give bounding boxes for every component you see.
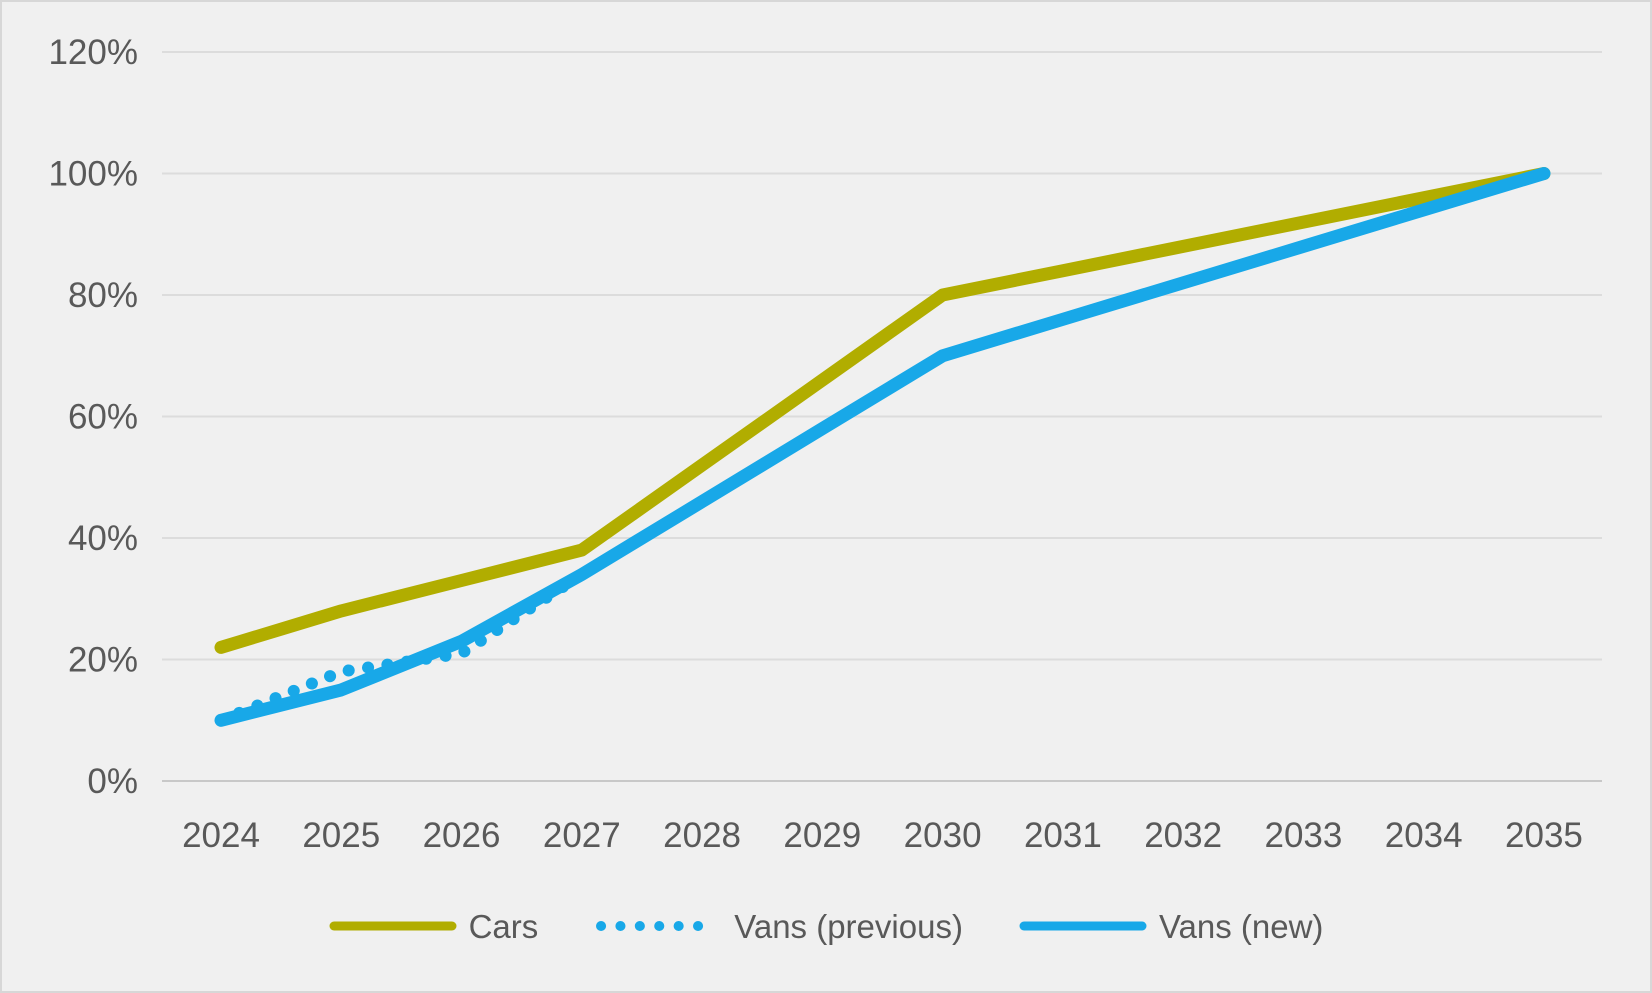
cars-solid-line-icon (329, 921, 457, 931)
legend-item-vans-new: Vans (new) (1019, 910, 1323, 943)
series-line-vans-previous (215, 167, 1550, 727)
x-tick-label: 2031 (1024, 816, 1102, 855)
vans-new-solid-line-icon (1019, 921, 1147, 931)
x-tick-label: 2029 (783, 816, 861, 855)
chart-legend: Cars Vans (previous) Vans (new) (2, 900, 1650, 952)
x-tick-label: 2028 (663, 816, 741, 855)
vans-previous-dotted-line-icon (596, 921, 723, 931)
x-axis-labels: 2024 2025 2026 2027 2028 2029 2030 2031 2032 2033… (182, 816, 1583, 855)
series-line-cars (214, 167, 1551, 654)
legend-label-cars: Cars (468, 907, 539, 945)
y-tick-label: 20% (68, 641, 138, 680)
y-tick-label: 120% (48, 33, 138, 72)
series-line-vans-new (214, 167, 1551, 727)
x-tick-label: 2026 (423, 816, 501, 855)
x-tick-label: 2025 (302, 816, 380, 855)
x-tick-label: 2030 (904, 816, 982, 855)
x-tick-label: 2024 (182, 816, 260, 855)
y-tick-label: 0% (87, 762, 138, 801)
y-tick-label: 80% (68, 276, 138, 315)
x-tick-label: 2032 (1144, 816, 1222, 855)
legend-item-vans-previous: Vans (previous) (594, 910, 963, 943)
y-tick-label: 60% (68, 398, 138, 437)
x-tick-label: 2033 (1264, 816, 1342, 855)
x-tick-label: 2035 (1505, 816, 1583, 855)
y-tick-label: 100% (48, 155, 138, 194)
legend-item-cars: Cars (329, 907, 539, 945)
y-axis-labels: 0% 20% 40% 60% 80% 100% 120% (48, 33, 138, 801)
x-tick-label: 2034 (1385, 816, 1463, 855)
legend-label-vans-previous: Vans (previous) (734, 907, 963, 945)
y-tick-label: 40% (68, 519, 138, 558)
x-tick-label: 2027 (543, 816, 621, 855)
legend-label-vans-new: Vans (new) (1158, 907, 1324, 945)
